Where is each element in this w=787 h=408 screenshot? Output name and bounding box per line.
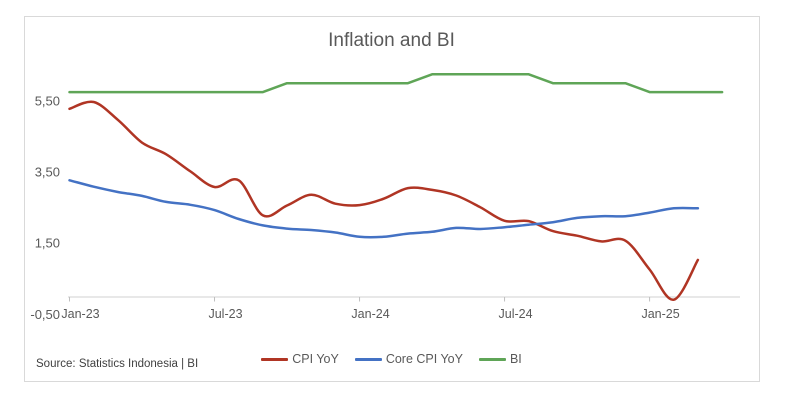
series-line-bi [68, 73, 724, 94]
legend-swatch-icon [261, 357, 289, 361]
y-tick-label: 5,50 [35, 93, 60, 108]
legend-item-cpi-yoy: CPI YoY [261, 352, 339, 366]
x-tick-label: Jan-23 [61, 307, 99, 321]
x-tick-label: Jul-23 [208, 307, 242, 321]
series-lines [68, 73, 724, 301]
x-tick-label: Jan-24 [351, 307, 389, 321]
legend-item-core-cpi-yoy: Core CPI YoY [354, 352, 463, 366]
legend-label: CPI YoY [292, 352, 339, 366]
chart-title: Inflation and BI [328, 30, 455, 51]
y-tick-label: -0,50 [30, 307, 60, 322]
x-tick-label: Jan-25 [641, 307, 679, 321]
legend-swatch-icon [478, 357, 506, 361]
chart-frame [24, 16, 760, 382]
series-line-cpi-yoy [68, 100, 700, 301]
chart-legend: CPI YoY Core CPI YoY BI [24, 352, 759, 366]
y-tick-label: 1,50 [35, 236, 60, 251]
legend-swatch-icon [354, 357, 382, 361]
y-tick-label: 3,50 [35, 165, 60, 180]
legend-label: BI [509, 352, 522, 366]
legend-label: Core CPI YoY [385, 352, 463, 366]
y-axis-labels: 5,50 3,50 1,50 -0,50 [30, 93, 60, 321]
x-axis [68, 296, 740, 302]
source-note: Source: Statistics Indonesia | BI [36, 358, 199, 370]
x-tick-label: Jul-24 [499, 307, 533, 321]
legend-item-bi: BI [478, 352, 522, 366]
series-line-core-cpi-yoy [68, 179, 700, 239]
x-axis-labels: Jan-23 Jul-23 Jan-24 Jul-24 Jan-25 [61, 307, 679, 321]
